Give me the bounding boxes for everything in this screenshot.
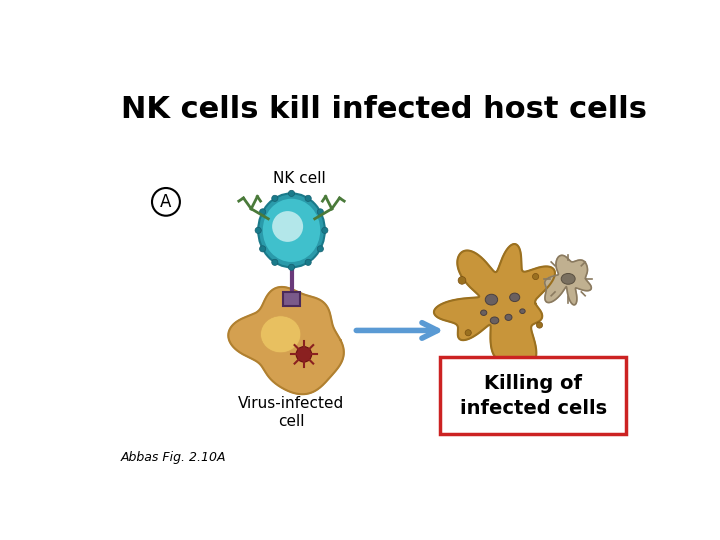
Ellipse shape	[505, 314, 512, 320]
Circle shape	[296, 347, 312, 362]
Ellipse shape	[520, 309, 525, 314]
Circle shape	[305, 259, 311, 266]
Circle shape	[465, 330, 472, 336]
Circle shape	[458, 276, 466, 284]
Ellipse shape	[272, 211, 303, 242]
Polygon shape	[228, 287, 344, 394]
Ellipse shape	[485, 294, 498, 305]
Circle shape	[318, 209, 323, 215]
Text: Killing of
infected cells: Killing of infected cells	[460, 374, 607, 417]
Ellipse shape	[262, 198, 321, 262]
Circle shape	[259, 246, 266, 252]
Ellipse shape	[510, 293, 520, 301]
Circle shape	[533, 273, 539, 280]
Circle shape	[289, 190, 294, 197]
Circle shape	[255, 227, 261, 233]
Circle shape	[318, 246, 323, 252]
Polygon shape	[545, 255, 591, 305]
Ellipse shape	[261, 316, 301, 353]
Text: NK cells kill infected host cells: NK cells kill infected host cells	[121, 95, 647, 124]
Text: Virus-infected
cell: Virus-infected cell	[238, 396, 345, 429]
Polygon shape	[434, 244, 555, 364]
Text: A: A	[161, 193, 171, 211]
Text: NK cell: NK cell	[273, 171, 325, 186]
Circle shape	[259, 209, 266, 215]
Circle shape	[322, 227, 328, 233]
FancyBboxPatch shape	[283, 292, 300, 306]
FancyBboxPatch shape	[441, 357, 626, 434]
Ellipse shape	[258, 193, 325, 267]
Ellipse shape	[481, 310, 487, 315]
Text: Abbas Fig. 2.10A: Abbas Fig. 2.10A	[121, 451, 227, 464]
Ellipse shape	[490, 317, 499, 324]
Circle shape	[271, 259, 278, 266]
Circle shape	[305, 195, 311, 201]
Ellipse shape	[561, 273, 575, 284]
Circle shape	[271, 195, 278, 201]
Circle shape	[536, 322, 543, 328]
Circle shape	[289, 264, 294, 271]
